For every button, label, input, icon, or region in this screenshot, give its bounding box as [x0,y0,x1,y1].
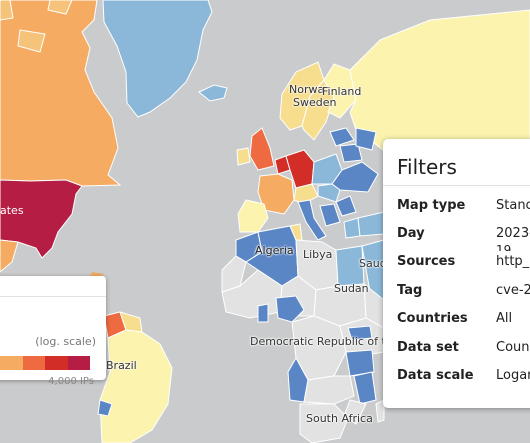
filter-key: Map type [397,198,466,213]
legend-color-bar [0,356,90,370]
filter-key: Data set [397,340,459,355]
filter-day-wrap: 19 [496,243,512,251]
filter-row-data-set[interactable]: Data set Coun [397,340,530,355]
ireland[interactable] [236,147,251,166]
filter-row-day[interactable]: Day 2023- [397,226,530,241]
mexico[interactable] [0,239,19,273]
label-finland: Finland [322,85,362,98]
label-united-states: ates [0,204,24,217]
filter-value[interactable]: Stanc [496,198,530,213]
filter-value[interactable]: cve-2 [496,283,530,298]
italy[interactable] [297,199,327,241]
filter-row-countries[interactable]: Countries All [397,311,512,326]
filter-key: Data scale [397,368,474,383]
filter-value[interactable]: Logar [496,368,530,383]
filter-row-sources[interactable]: Sources http_ [397,254,529,269]
filters-title: Filters [397,155,457,179]
filter-row-data-scale[interactable]: Data scale Logar [397,368,530,383]
nigeria[interactable] [275,295,305,323]
label-saudi-arabia: Saud [359,257,387,270]
label-brazil: Brazil [106,359,137,372]
filter-row-tag[interactable]: Tag cve-2 [397,283,530,298]
filter-value[interactable]: 2023- [496,226,530,241]
label-sweden: Sweden [293,96,337,109]
label-south-africa: South Africa [306,412,373,425]
legend-swatch [22,356,45,370]
legend-scale-label: (log. scale) [35,335,96,348]
legend-max-label: 4,000 IPs [48,376,94,387]
label-sudan: Sudan [334,282,369,295]
filter-key: Countries [397,311,468,326]
united-kingdom[interactable] [249,127,275,171]
legend-swatch [45,356,68,370]
label-libya: Libya [303,248,333,261]
label-algeria: Algeria [255,244,294,257]
filters-panel: Filters Map type Stanc Day 2023- 19 Source… [383,139,530,408]
south-africa[interactable] [299,403,349,443]
filter-value[interactable]: Coun [496,340,530,355]
label-drc: Democratic Republic of the [250,335,400,348]
filter-value[interactable]: http_ [496,254,530,269]
legend-panel: (log. scale) 4,000 IPs [0,276,106,387]
brazil[interactable] [99,329,173,443]
legend-divider [0,296,106,297]
filter-value[interactable]: All [496,311,513,326]
iceland[interactable] [198,84,228,102]
greenland[interactable] [102,0,213,118]
legend-swatch [0,356,23,370]
filter-key: Sources [397,254,456,269]
filters-divider [383,185,530,186]
label-norway: Norwa [289,83,325,96]
finland[interactable] [323,63,357,119]
filter-row-map-type[interactable]: Map type Stanc [397,198,530,213]
france[interactable] [257,173,295,215]
legend-swatch [67,356,90,370]
filter-key: Day [397,226,425,241]
filter-key: Tag [397,283,423,298]
